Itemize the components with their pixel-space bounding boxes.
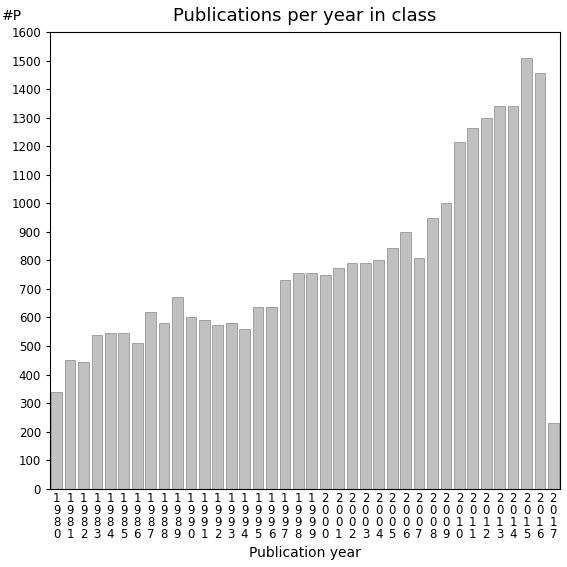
Bar [481,118,492,489]
X-axis label: Publication year: Publication year [249,546,361,560]
Bar [441,204,451,489]
Bar [427,218,438,489]
Y-axis label: #P: #P [2,9,22,23]
Bar [51,392,62,489]
Bar [414,257,425,489]
Bar [78,362,89,489]
Bar [226,323,236,489]
Bar [507,106,518,489]
Bar [280,280,290,489]
Bar [333,268,344,489]
Bar [467,128,478,489]
Bar [239,329,250,489]
Title: Publications per year in class: Publications per year in class [174,7,437,25]
Bar [293,273,304,489]
Bar [199,320,210,489]
Bar [253,307,264,489]
Bar [494,106,505,489]
Bar [360,263,371,489]
Bar [145,312,156,489]
Bar [548,423,558,489]
Bar [213,325,223,489]
Bar [387,248,397,489]
Bar [346,263,357,489]
Bar [535,74,545,489]
Bar [172,298,183,489]
Bar [132,343,142,489]
Bar [159,323,170,489]
Bar [374,260,384,489]
Bar [266,307,277,489]
Bar [454,142,465,489]
Bar [521,58,532,489]
Bar [65,360,75,489]
Bar [119,333,129,489]
Bar [306,273,317,489]
Bar [185,318,196,489]
Bar [92,335,102,489]
Bar [105,333,116,489]
Bar [400,232,411,489]
Bar [320,274,331,489]
